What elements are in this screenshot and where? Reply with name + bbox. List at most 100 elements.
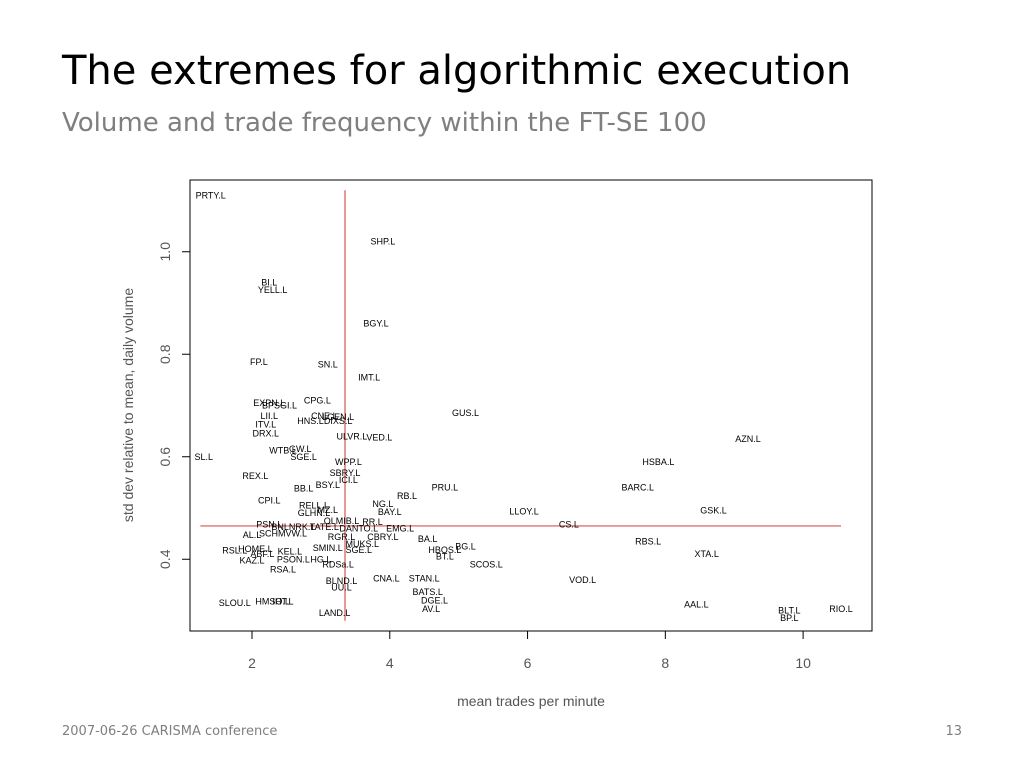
data-point-label: REX.L	[242, 471, 268, 481]
data-point-label: SCOS.L	[470, 559, 503, 569]
data-point-label: SGE.L	[290, 452, 317, 462]
data-point-label: SCHMVW.L	[259, 529, 307, 539]
data-point-label: HMSO.L	[255, 596, 290, 606]
data-point-label: DANTO.L	[339, 524, 378, 534]
data-point-label: ABF.L	[250, 549, 274, 559]
data-point-label: TATE.L	[310, 522, 339, 532]
data-point-label: YELL.L	[258, 285, 288, 295]
data-point-label: MZ.L	[318, 505, 339, 515]
data-point-label: CS.L	[559, 519, 579, 529]
data-point-label: IHT.L	[272, 596, 293, 606]
data-point-label: GLHN.L	[298, 508, 331, 518]
data-point-label: BI.L	[261, 278, 277, 288]
y-axis: 0.4 0.6 0.8 1.0	[157, 242, 191, 569]
data-point-label: ITV.L	[255, 419, 276, 429]
data-point-label: IMT.L	[358, 372, 380, 382]
data-point-label: VED.L	[366, 432, 392, 442]
data-point-label: DIXS.L	[324, 416, 353, 426]
data-point-label: SN.L	[318, 360, 338, 370]
data-point-label: ULVR.L	[336, 431, 367, 441]
data-point-label: NG.L	[372, 499, 393, 509]
data-point-label: GSK.L	[700, 506, 727, 516]
data-point-label: AAL.L	[684, 599, 709, 609]
data-point-label: BLT.L	[778, 606, 800, 616]
data-point-label: DRX.L	[253, 429, 280, 439]
data-point-label: BP.L	[780, 613, 798, 623]
data-point-label: SHP.L	[370, 237, 395, 247]
data-point-label: ICI.L	[339, 475, 358, 485]
data-point-label: BB.L	[294, 484, 314, 494]
data-point-label: AL.L	[243, 530, 262, 540]
x-tick-label: 10	[795, 655, 811, 671]
data-point-label: SGE.L	[346, 545, 373, 555]
data-point-label: RGR.L	[328, 532, 356, 542]
data-point-label: EXPN.L	[253, 398, 285, 408]
data-point-label: BARC.L	[622, 483, 655, 493]
data-point-label: RBS.L	[635, 536, 661, 546]
data-point-label: OLMIB.L	[324, 516, 360, 526]
data-point-label: WPP.L	[335, 457, 362, 467]
data-point-label: KAZ.L	[239, 555, 264, 565]
data-point-label: XTA.L	[694, 549, 718, 559]
page-number: 13	[945, 724, 962, 739]
data-point-label: AV.L	[422, 604, 440, 614]
data-point-label: CPI.L	[258, 495, 281, 505]
y-tick-label: 0.8	[157, 344, 173, 364]
data-point-label: HSBA.L	[642, 457, 674, 467]
x-axis-label: mean trades per minute	[457, 693, 605, 709]
data-point-label: RSL.L	[222, 546, 247, 556]
slide-title: The extremes for algorithmic execution	[62, 48, 852, 94]
data-point-label: GUS.L	[452, 408, 479, 418]
y-tick-label: 0.4	[157, 549, 173, 569]
data-point-label: BAY.L	[378, 507, 402, 517]
x-tick-label: 8	[661, 655, 669, 671]
data-point-label: LGEN.L	[322, 412, 354, 422]
data-point-label: HOME.L	[238, 544, 273, 554]
data-point-label: CPG.L	[304, 395, 331, 405]
x-axis: 2 4 6 8 10	[248, 630, 811, 671]
data-point-label: PSN.L	[256, 519, 282, 529]
data-point-label: FP.L	[250, 357, 268, 367]
data-point-label: HBOS.L	[428, 545, 461, 555]
data-point-label: BSY.L	[316, 480, 340, 490]
data-point-label: VOD.L	[569, 575, 596, 585]
data-point-label: DGE.L	[421, 595, 448, 605]
data-point-label: MUKS.L	[345, 539, 379, 549]
data-point-label: BA.L	[418, 534, 438, 544]
data-point-label: RDSa.L	[322, 559, 354, 569]
slide-subtitle: Volume and trade frequency within the FT…	[62, 108, 707, 138]
data-point-label: GW.L	[289, 444, 312, 454]
data-point-label: WTB.L	[269, 446, 297, 456]
data-point-label: BNLNRK.L	[271, 522, 315, 532]
data-point-label: BGY.L	[363, 319, 388, 329]
data-point-label: RB.L	[397, 491, 417, 501]
data-point-label: PRTY.L	[196, 190, 226, 200]
data-point-label: LLOY.L	[509, 507, 538, 517]
data-point-label: BLND.L	[326, 576, 358, 586]
x-tick-label: 2	[248, 655, 256, 671]
data-point-label: RIO.L	[829, 604, 853, 614]
x-tick-label: 6	[524, 655, 532, 671]
data-point-label: AZN.L	[735, 434, 761, 444]
data-point-label: BPSGI.L	[262, 401, 297, 411]
data-point-label: BATS.L	[412, 587, 442, 597]
data-point-label: SBRY.L	[330, 468, 361, 478]
x-tick-label: 4	[386, 655, 394, 671]
data-point-label: KEL.L	[278, 547, 303, 557]
data-point-label: RR.L	[362, 517, 383, 527]
y-tick-label: 1.0	[157, 242, 173, 262]
data-point-label: SLOU.L	[219, 598, 251, 608]
data-point-label: SL.L	[195, 452, 214, 462]
data-point-label: PRU.L	[432, 483, 459, 493]
data-point-label: LII.L	[260, 411, 278, 421]
data-point-label: CBRY.L	[367, 532, 398, 542]
data-point-label: UU.L	[331, 582, 352, 592]
data-point-label: PSON.L	[277, 554, 310, 564]
data-point-label: CNE.L	[311, 411, 338, 421]
data-point-label: RELL.L	[299, 500, 329, 510]
reference-lines	[200, 190, 841, 621]
data-point-label: BT.L	[436, 552, 454, 562]
data-point-label: SMIN.L	[313, 543, 343, 553]
